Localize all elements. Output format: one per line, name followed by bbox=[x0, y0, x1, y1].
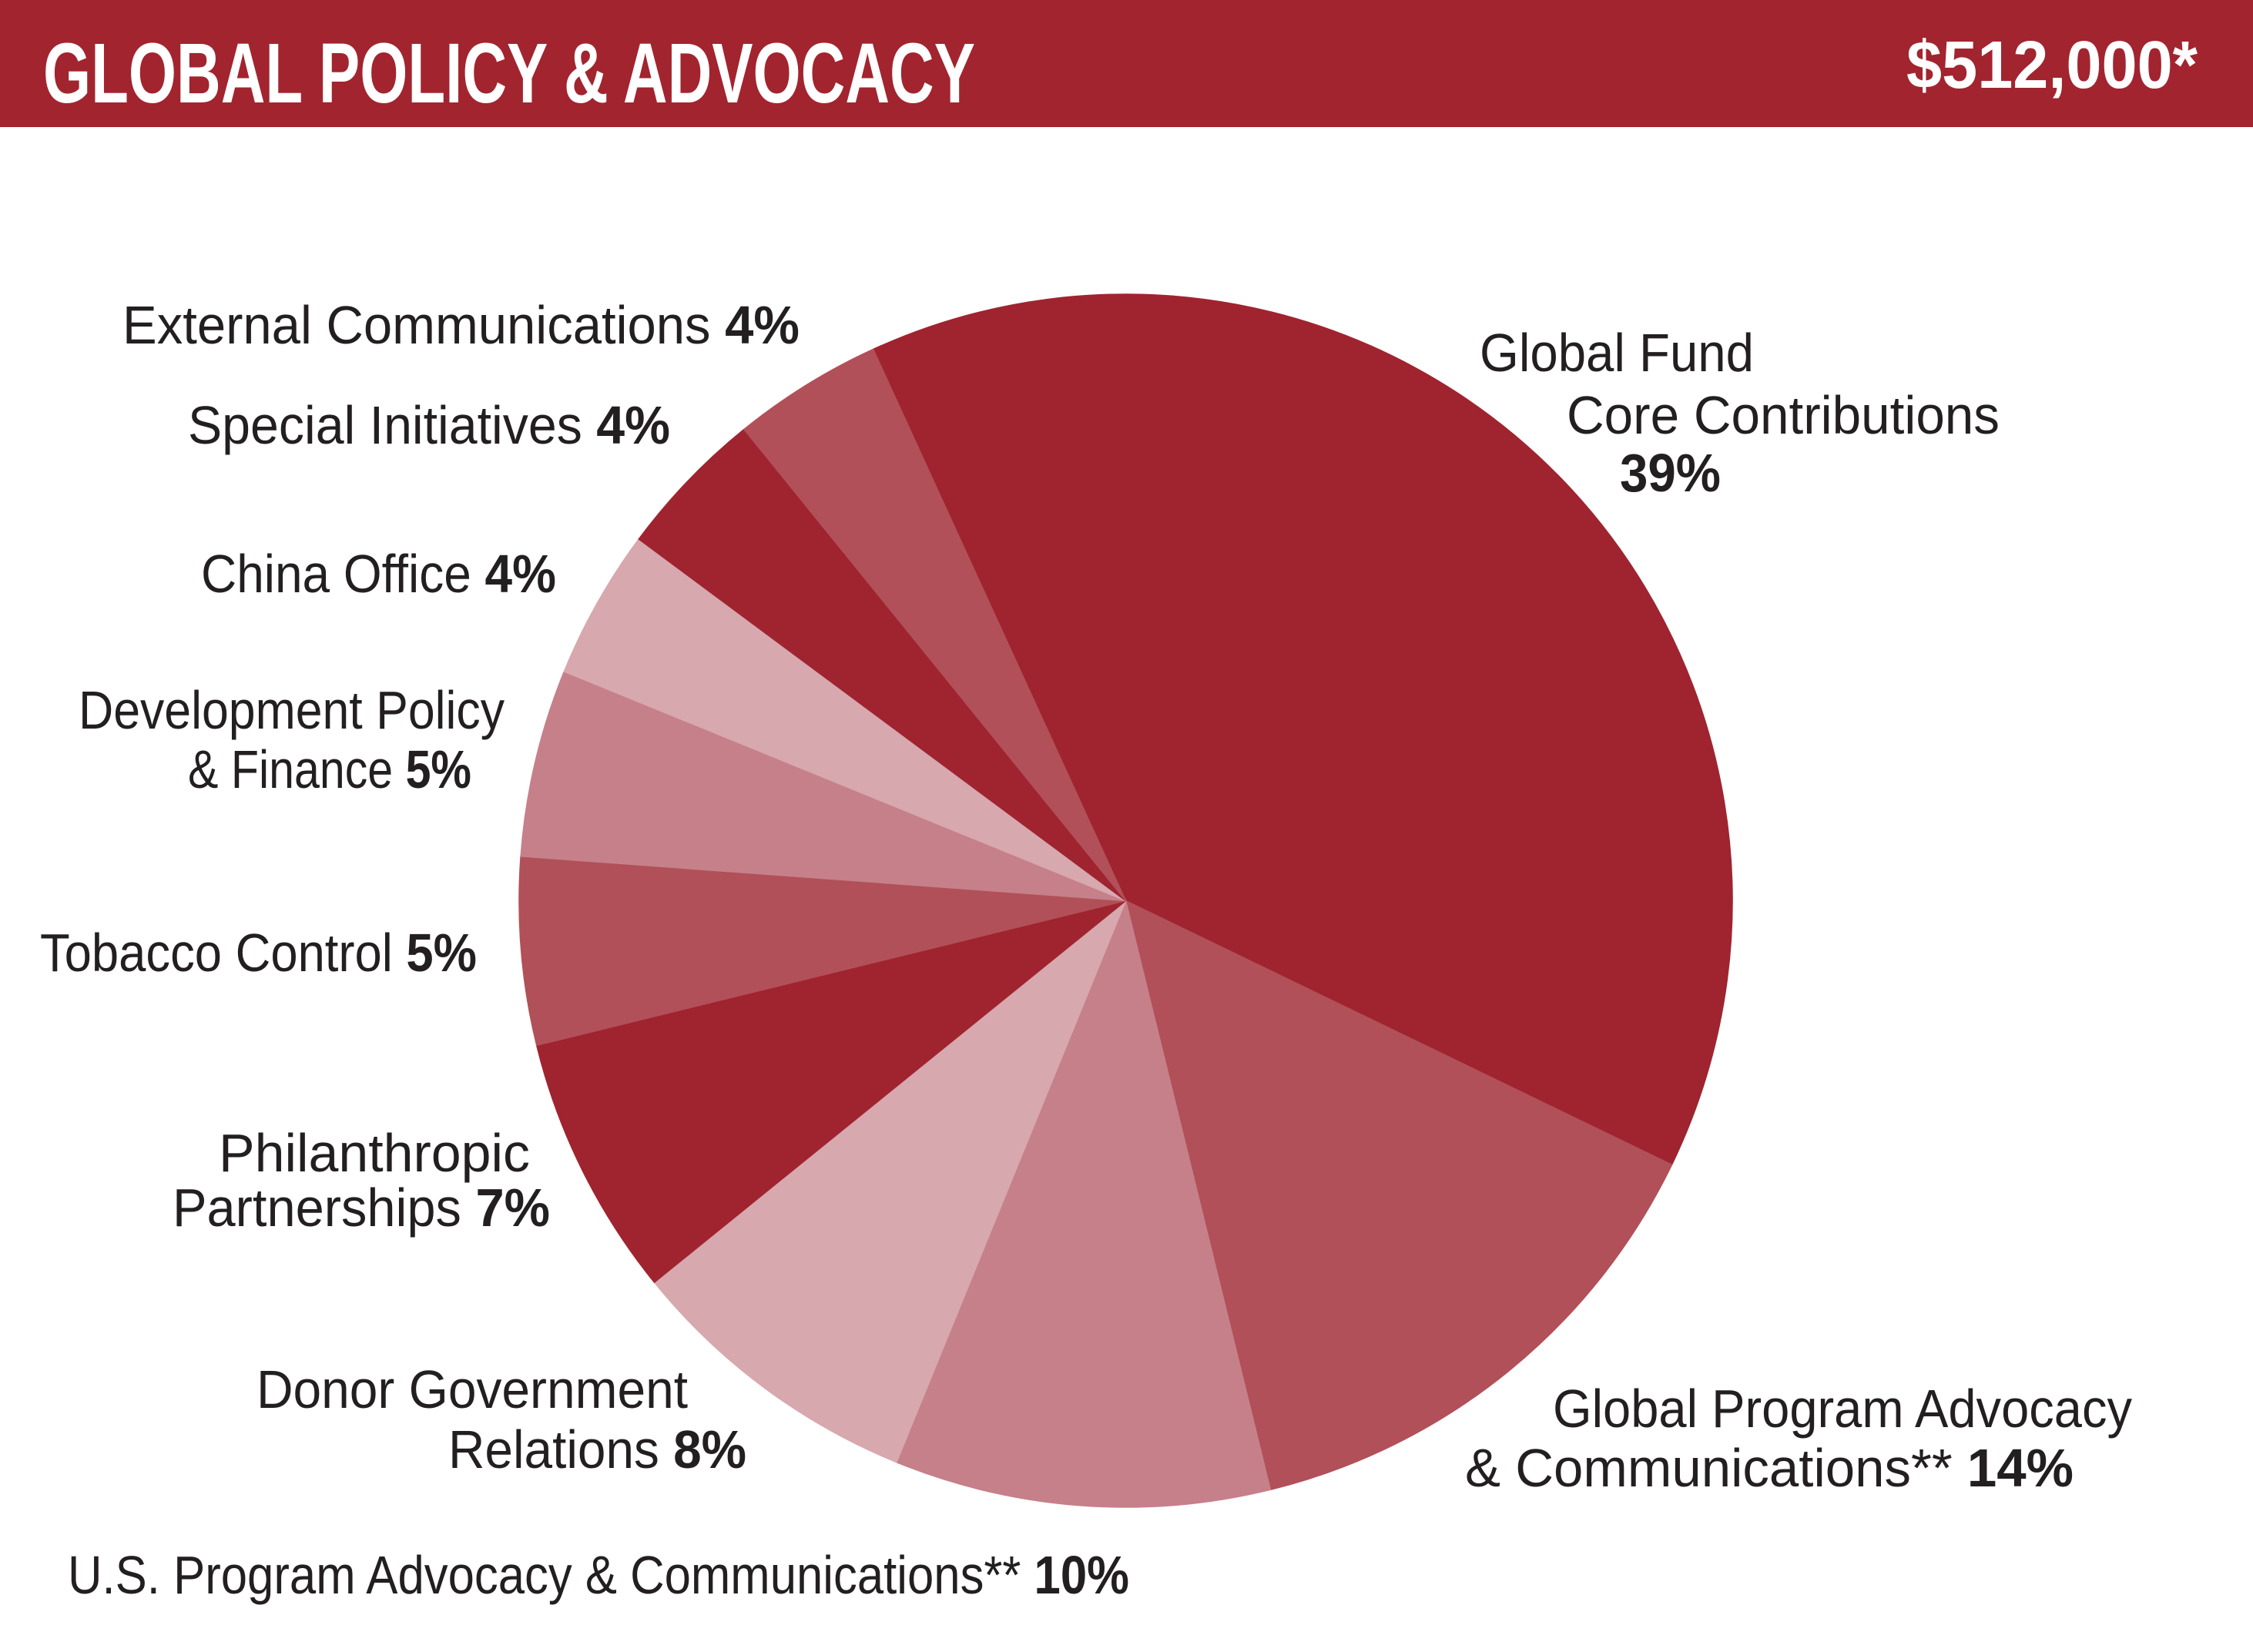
svg-text:GLOBAL POLICY & ADVOCACY: GLOBAL POLICY & ADVOCACY bbox=[43, 26, 975, 121]
svg-text:Global Program Advocacy: Global Program Advocacy bbox=[1553, 1379, 2132, 1439]
svg-text:Global Fund: Global Fund bbox=[1480, 323, 1754, 383]
svg-text:Donor Government: Donor Government bbox=[256, 1359, 688, 1419]
svg-text:$512,000*: $512,000* bbox=[1906, 28, 2198, 102]
svg-text:Special Initiatives 4%: Special Initiatives 4% bbox=[188, 395, 670, 455]
svg-text:External Communications 4%: External Communications 4% bbox=[122, 295, 800, 355]
svg-text:Tobacco Control 5%: Tobacco Control 5% bbox=[40, 923, 477, 983]
svg-text:Core Contributions: Core Contributions bbox=[1567, 385, 2000, 445]
svg-text:U.S. Program Advocacy & Commun: U.S. Program Advocacy & Communications**… bbox=[68, 1545, 1129, 1605]
svg-text:39%: 39% bbox=[1620, 443, 1721, 503]
svg-text:& Communications** 14%: & Communications** 14% bbox=[1465, 1438, 2074, 1498]
svg-text:& Finance 5%: & Finance 5% bbox=[188, 739, 471, 799]
svg-text:Relations 8%: Relations 8% bbox=[448, 1419, 746, 1479]
svg-text:Development Policy: Development Policy bbox=[79, 680, 505, 740]
svg-text:Partnerships 7%: Partnerships 7% bbox=[173, 1178, 550, 1238]
svg-text:China Office 4%: China Office 4% bbox=[201, 544, 556, 604]
svg-text:Philanthropic: Philanthropic bbox=[219, 1123, 530, 1183]
